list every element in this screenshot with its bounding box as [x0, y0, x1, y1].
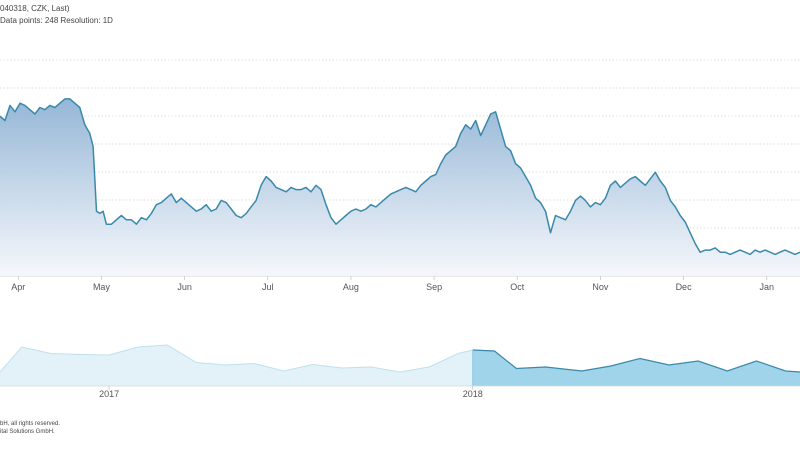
main-x-tick-label: Oct — [510, 282, 525, 292]
main-series-line — [0, 98, 800, 256]
navigator-selected-area[interactable] — [0, 345, 800, 386]
navigator[interactable] — [0, 344, 800, 387]
main-x-tick-label: Jul — [262, 282, 274, 292]
main-x-tick-label: Apr — [11, 282, 25, 292]
provider-line: ital Solutions GmbH. — [0, 429, 55, 435]
main-x-tick-label: Jan — [759, 282, 774, 292]
main-x-tick-label: Aug — [343, 282, 359, 292]
main-x-tick-label: Jun — [177, 282, 192, 292]
main-series-area — [0, 98, 800, 277]
main-x-axis: Apr May Jun Jul Aug Sep Oct Nov Dec Jan — [11, 276, 774, 292]
chart-header-instrument: 040318, CZK, Last) — [0, 4, 70, 13]
chart-header-datapoints: Data points: 248 Resolution: 1D — [0, 16, 113, 25]
main-x-tick-label: Dec — [676, 282, 693, 292]
navigator-tick-label: 2017 — [99, 389, 119, 399]
navigator-selected-line — [472, 349, 800, 373]
main-series — [0, 98, 800, 277]
navigator-x-axis: 2017 2018 — [99, 386, 483, 399]
copyright-line: bH, all rights reserved. — [0, 421, 61, 427]
main-x-tick-label: May — [93, 282, 111, 292]
navigator-tick-label: 2018 — [463, 389, 483, 399]
main-x-tick-label: Sep — [426, 282, 442, 292]
main-x-tick-label: Nov — [592, 282, 609, 292]
